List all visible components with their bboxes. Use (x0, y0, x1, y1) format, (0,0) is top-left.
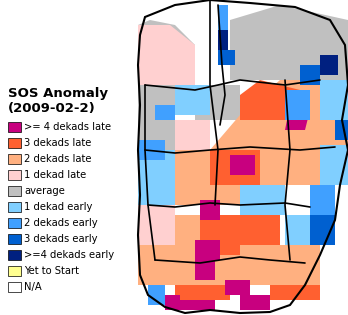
Bar (8, 202, 21, 212)
Text: average: average (24, 186, 65, 196)
Bar (8, 186, 21, 196)
Polygon shape (218, 30, 228, 50)
Polygon shape (195, 85, 240, 120)
Polygon shape (270, 285, 320, 300)
Polygon shape (138, 85, 175, 150)
Polygon shape (138, 185, 175, 205)
Polygon shape (230, 5, 348, 80)
Polygon shape (195, 260, 215, 280)
Text: (2009-02-2): (2009-02-2) (8, 102, 96, 115)
Polygon shape (290, 150, 330, 185)
Polygon shape (285, 105, 310, 130)
Polygon shape (335, 120, 348, 140)
Polygon shape (200, 200, 220, 220)
Bar (8, 250, 21, 260)
Polygon shape (225, 280, 250, 295)
Bar (8, 154, 21, 164)
Text: >=4 dekads early: >=4 dekads early (24, 250, 114, 260)
Polygon shape (240, 295, 270, 310)
Polygon shape (138, 205, 175, 245)
Polygon shape (320, 145, 348, 185)
Polygon shape (210, 150, 260, 185)
Polygon shape (310, 215, 335, 245)
Polygon shape (175, 120, 210, 150)
Polygon shape (300, 65, 320, 85)
Bar (8, 234, 21, 244)
Text: 3 dekads late: 3 dekads late (24, 138, 92, 148)
Bar (138, 0, 348, 315)
Polygon shape (165, 295, 180, 310)
Polygon shape (240, 80, 300, 120)
Bar (8, 218, 21, 228)
Polygon shape (148, 285, 165, 305)
Polygon shape (138, 20, 195, 85)
Text: SOS Anomaly: SOS Anomaly (8, 87, 108, 100)
Text: Yet to Start: Yet to Start (24, 266, 79, 276)
Text: 2 dekads early: 2 dekads early (24, 218, 98, 228)
Text: >= 4 dekads late: >= 4 dekads late (24, 122, 111, 132)
Text: 2 dekads late: 2 dekads late (24, 154, 92, 164)
Polygon shape (240, 120, 290, 140)
Polygon shape (138, 25, 195, 85)
Polygon shape (320, 55, 338, 75)
Polygon shape (175, 300, 215, 310)
Text: 1 dekad early: 1 dekad early (24, 202, 92, 212)
Polygon shape (138, 245, 175, 285)
Polygon shape (218, 50, 235, 65)
Bar (8, 170, 21, 180)
Polygon shape (138, 140, 165, 160)
Polygon shape (195, 240, 220, 260)
Polygon shape (210, 80, 348, 185)
Bar (8, 122, 21, 132)
Polygon shape (175, 285, 230, 300)
Polygon shape (138, 150, 175, 185)
Text: 3 dekads early: 3 dekads early (24, 234, 97, 244)
Polygon shape (230, 155, 255, 175)
Bar (8, 266, 21, 276)
Polygon shape (200, 215, 240, 255)
Polygon shape (320, 80, 348, 120)
Polygon shape (285, 90, 310, 120)
Polygon shape (175, 215, 280, 285)
Polygon shape (240, 215, 280, 245)
Polygon shape (155, 105, 175, 120)
Bar (8, 282, 21, 292)
Bar (8, 138, 21, 148)
Polygon shape (200, 215, 250, 245)
Polygon shape (280, 245, 320, 285)
Polygon shape (175, 150, 240, 205)
Polygon shape (175, 85, 210, 115)
Polygon shape (285, 215, 320, 245)
Text: 1 dekad late: 1 dekad late (24, 170, 86, 180)
Polygon shape (310, 185, 335, 215)
Text: N/A: N/A (24, 282, 42, 292)
Polygon shape (240, 185, 285, 215)
Polygon shape (218, 5, 228, 55)
